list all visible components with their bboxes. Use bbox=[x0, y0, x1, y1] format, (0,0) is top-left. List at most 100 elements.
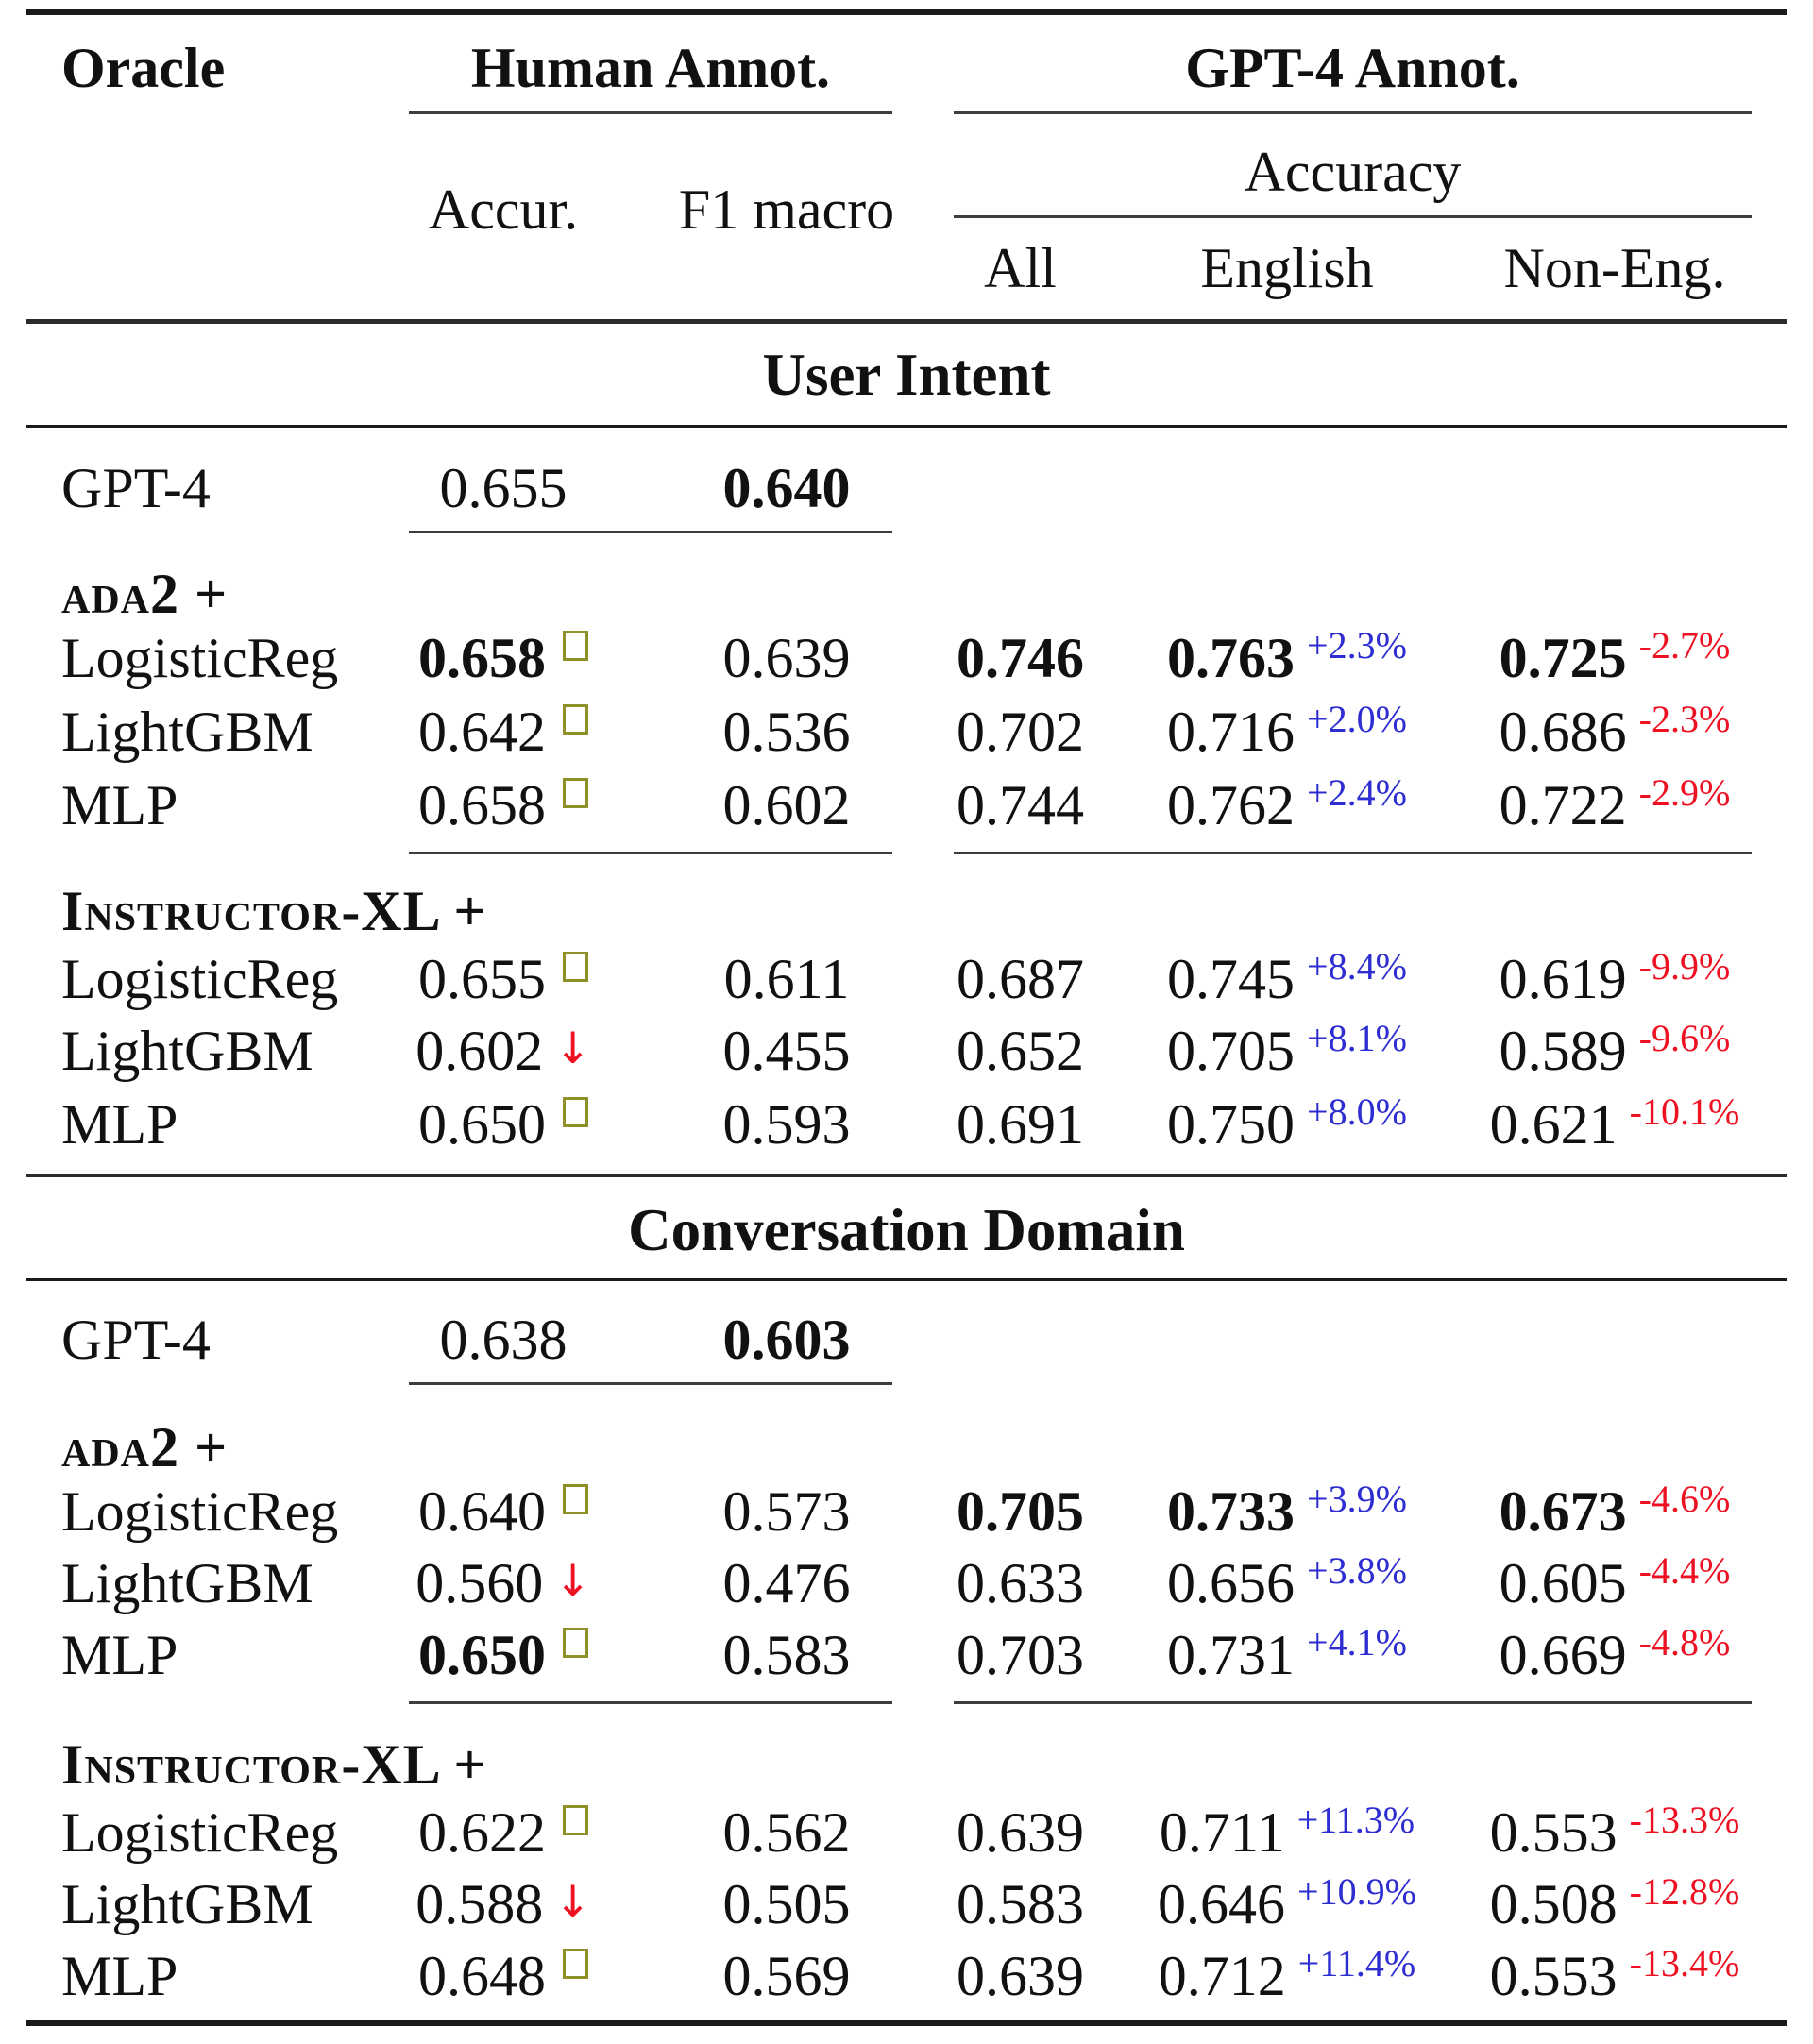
accur-cell: 0.658 bbox=[409, 625, 664, 691]
noneng-delta: -2.9% bbox=[1638, 771, 1731, 814]
group-header-ada2-conversation: ada2 + bbox=[26, 1414, 1787, 1480]
table-row-ui-ins-logisticreg: LogisticReg 0.655 0.611 0.687 0.745 +8.4%… bbox=[26, 945, 1787, 1012]
group-header-ada2: ada2 + bbox=[26, 561, 1787, 627]
accur-cell: 0.642 bbox=[409, 699, 664, 765]
noneng-delta: -9.6% bbox=[1638, 1017, 1731, 1059]
accuracy-underline bbox=[954, 215, 1752, 218]
f1-cell: 0.583 bbox=[722, 1624, 851, 1686]
user-intent-bottom-rule bbox=[26, 425, 1787, 428]
english-cell bbox=[1131, 1307, 1443, 1373]
down-arrow-icon: ↓ bbox=[554, 1876, 591, 1927]
english-cell: 0.745 +8.4% bbox=[1167, 945, 1407, 1010]
row-label: LightGBM bbox=[61, 1873, 313, 1935]
row-label: LogisticReg bbox=[61, 1480, 339, 1543]
all-cell: 0.702 bbox=[957, 701, 1084, 763]
cd-ada-underline-right bbox=[954, 1701, 1752, 1704]
row-label: GPT-4 bbox=[61, 1309, 211, 1371]
header-bottom-rule bbox=[26, 319, 1787, 324]
square-icon bbox=[563, 778, 588, 808]
square-icon bbox=[563, 1949, 588, 1979]
english-cell: 0.750 +8.0% bbox=[1167, 1090, 1407, 1156]
english-cell bbox=[1131, 455, 1443, 521]
col-header-accur: Accur. bbox=[428, 178, 579, 241]
table-row-ui-ada-logisticreg: LogisticReg 0.658 0.639 0.746 0.763 +2.3%… bbox=[26, 624, 1787, 691]
section-title-conversation-domain: Conversation Domain bbox=[628, 1197, 1185, 1263]
cd-ada-underline-left bbox=[409, 1701, 892, 1704]
table-row-cd-ada-mlp: MLP 0.650 0.583 0.703 0.731 +4.1% 0.669 -4… bbox=[26, 1621, 1787, 1688]
noneng-cell: 0.669 -4.8% bbox=[1499, 1621, 1731, 1686]
down-arrow-icon: ↓ bbox=[554, 1555, 591, 1606]
group-header-instructor-xl-conversation: Instructor-XL + bbox=[26, 1731, 1787, 1798]
english-delta: +4.1% bbox=[1307, 1621, 1407, 1664]
all-cell: 0.746 bbox=[957, 627, 1084, 689]
all-cell: 0.639 bbox=[957, 1801, 1084, 1864]
ui-ada-underline-right bbox=[954, 852, 1752, 854]
row-label: MLP bbox=[61, 1624, 178, 1686]
square-icon bbox=[563, 1484, 588, 1514]
english-cell: 0.711 +11.3% bbox=[1159, 1799, 1415, 1864]
accur-cell: 0.638 bbox=[439, 1309, 568, 1371]
square-icon bbox=[563, 704, 588, 735]
f1-cell: 0.603 bbox=[722, 1309, 851, 1371]
row-label: GPT-4 bbox=[61, 457, 211, 519]
gpt4-annot-underline bbox=[954, 111, 1752, 114]
all-cell: 0.639 bbox=[957, 1945, 1084, 2007]
accur-cell: 0.560 ↓ bbox=[415, 1552, 591, 1614]
noneng-delta: -10.1% bbox=[1629, 1090, 1740, 1133]
accur-cell: 0.640 bbox=[409, 1478, 664, 1545]
noneng-cell: 0.589 -9.6% bbox=[1499, 1017, 1731, 1082]
noneng-cell: 0.553 -13.3% bbox=[1489, 1799, 1740, 1864]
noneng-delta: -2.3% bbox=[1638, 698, 1731, 740]
noneng-delta: -4.6% bbox=[1638, 1478, 1731, 1520]
table-row-ui-ins-lightgbm: LightGBM 0.602 ↓ 0.455 0.652 0.705 +8.1% 0… bbox=[26, 1017, 1787, 1084]
english-delta: +8.0% bbox=[1307, 1090, 1407, 1133]
row-label: LogisticReg bbox=[61, 948, 339, 1010]
noneng-delta: -2.7% bbox=[1638, 624, 1731, 667]
cd-gpt4-underline bbox=[409, 1382, 892, 1385]
table-row-cd-gpt4: GPT-4 0.638 0.603 bbox=[26, 1307, 1787, 1373]
f1-cell: 0.593 bbox=[722, 1093, 851, 1156]
english-cell: 0.705 +8.1% bbox=[1167, 1017, 1407, 1082]
table-row-ui-gpt4: GPT-4 0.655 0.640 bbox=[26, 455, 1787, 521]
row-label: LogisticReg bbox=[61, 1801, 339, 1864]
top-rule bbox=[26, 9, 1787, 15]
all-cell: 0.744 bbox=[957, 774, 1084, 836]
f1-cell: 0.639 bbox=[722, 627, 851, 689]
f1-cell: 0.640 bbox=[722, 457, 851, 519]
square-icon bbox=[563, 1805, 588, 1835]
noneng-delta: -9.9% bbox=[1638, 945, 1731, 988]
table-row-cd-ada-lightgbm: LightGBM 0.560 ↓ 0.476 0.633 0.656 +3.8% 0… bbox=[26, 1549, 1787, 1616]
accur-cell: 0.588 ↓ bbox=[415, 1873, 591, 1935]
english-delta: +2.4% bbox=[1307, 771, 1407, 814]
section-divider-rule bbox=[26, 1174, 1787, 1177]
row-label: MLP bbox=[61, 1945, 178, 2007]
row-label: LightGBM bbox=[61, 701, 313, 763]
accur-cell: 0.602 ↓ bbox=[415, 1020, 591, 1082]
f1-cell: 0.476 bbox=[722, 1552, 851, 1614]
english-delta: +10.9% bbox=[1297, 1870, 1416, 1913]
table-row-cd-ins-mlp: MLP 0.648 0.569 0.639 0.712 +11.4% 0.553-… bbox=[26, 1942, 1787, 2009]
noneng-cell: 0.725 -2.7% bbox=[1499, 624, 1731, 689]
row-label: LightGBM bbox=[61, 1020, 313, 1082]
english-cell: 0.716 +2.0% bbox=[1167, 698, 1407, 763]
all-cell: 0.633 bbox=[957, 1552, 1084, 1614]
f1-cell: 0.536 bbox=[722, 701, 851, 763]
row-label: LightGBM bbox=[61, 1552, 313, 1614]
accur-cell: 0.655 bbox=[409, 946, 664, 1012]
group-label-ada2: ada2 + bbox=[61, 563, 229, 625]
english-delta: +8.4% bbox=[1307, 945, 1407, 988]
down-arrow-icon: ↓ bbox=[554, 1022, 591, 1073]
table-row-ui-ada-lightgbm: LightGBM 0.642 0.536 0.702 0.716 +2.0% 0.… bbox=[26, 698, 1787, 765]
group-label-ada2: ada2 + bbox=[61, 1416, 229, 1478]
english-cell: 0.762 +2.4% bbox=[1167, 771, 1407, 836]
accur-cell: 0.658 bbox=[409, 772, 664, 838]
ui-ada-underline-left bbox=[409, 852, 892, 854]
group-header-instructor-xl: Instructor-XL + bbox=[26, 878, 1787, 944]
english-cell: 0.733 +3.9% bbox=[1167, 1478, 1407, 1543]
group-header-human-annot: Human Annot. bbox=[470, 37, 831, 99]
section-title-user-intent: User Intent bbox=[762, 342, 1051, 408]
english-delta: +2.3% bbox=[1307, 624, 1407, 667]
all-cell: 0.652 bbox=[957, 1020, 1084, 1082]
group-label-instructor-xl: Instructor-XL + bbox=[61, 880, 487, 942]
square-icon bbox=[563, 631, 588, 661]
